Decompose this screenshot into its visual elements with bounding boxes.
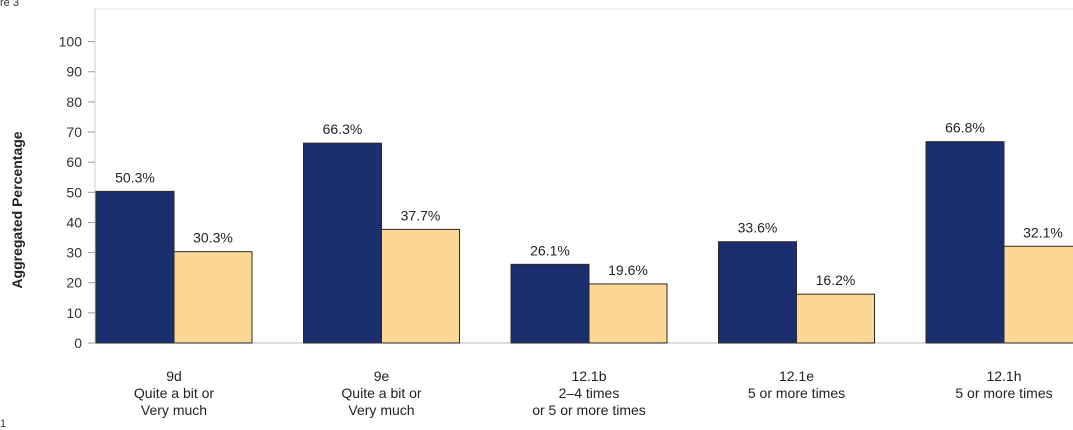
bar-series-2 bbox=[381, 228, 460, 344]
x-category-label: Quite a bit or bbox=[341, 385, 421, 401]
bar-series-1 bbox=[510, 263, 590, 344]
bar-series-2 bbox=[1003, 245, 1073, 344]
bar-series-1 bbox=[303, 142, 382, 344]
y-axis-title: Aggregated Percentage bbox=[9, 131, 25, 288]
data-label: 66.8% bbox=[945, 120, 985, 136]
y-tick-label: 90 bbox=[66, 64, 82, 80]
data-label: 19.6% bbox=[608, 262, 648, 278]
bar-marks bbox=[95, 141, 1073, 344]
data-label: 66.3% bbox=[323, 121, 363, 137]
data-label: 30.3% bbox=[193, 230, 233, 246]
y-tick-label: 10 bbox=[66, 305, 82, 321]
figure-caption: re 3 bbox=[0, 0, 19, 9]
x-category-label: 5 or more times bbox=[955, 385, 1052, 401]
y-tick-label: 40 bbox=[66, 214, 82, 230]
x-category-label: 5 or more times bbox=[748, 385, 845, 401]
x-category-code: 9e bbox=[374, 368, 390, 384]
data-label: 33.6% bbox=[738, 220, 778, 236]
x-category-code: 9d bbox=[166, 368, 182, 384]
data-label: 26.1% bbox=[530, 242, 570, 258]
y-tick-label: 80 bbox=[66, 94, 82, 110]
y-tick-label: 30 bbox=[66, 245, 82, 261]
x-category-label: Quite a bit or bbox=[134, 385, 214, 401]
bar-series-2 bbox=[173, 251, 253, 344]
bar-series-1 bbox=[718, 241, 797, 344]
y-tick-label: 20 bbox=[66, 275, 82, 291]
data-label: 32.1% bbox=[1023, 224, 1063, 240]
x-category-code: 12.1h bbox=[986, 368, 1021, 384]
x-category-code: 12.1e bbox=[779, 368, 814, 384]
data-label: 37.7% bbox=[401, 207, 441, 223]
data-labels: 50.3% 66.3% 26.1% 33.6% 66.8% 30.3% 37.7% 19.6%… bbox=[115, 120, 1063, 289]
x-category-label: 2–4 times bbox=[559, 385, 620, 401]
y-tick-label: 50 bbox=[66, 184, 82, 200]
y-axis-ticks: 0 10 20 30 40 50 60 70 80 90 100 bbox=[59, 34, 95, 351]
x-category-label: or 5 or more times bbox=[532, 402, 646, 418]
x-category-code: 12.1b bbox=[571, 368, 606, 384]
y-tick-label: 0 bbox=[74, 335, 82, 351]
bar-series-2 bbox=[796, 293, 875, 344]
x-category-label: Very much bbox=[141, 402, 207, 418]
y-tick-label: 70 bbox=[66, 124, 82, 140]
data-label: 16.2% bbox=[816, 272, 856, 288]
x-category-label: Very much bbox=[348, 402, 414, 418]
y-tick-label: 100 bbox=[59, 34, 83, 50]
corner-mark: 1 bbox=[0, 418, 7, 430]
bar-series-1 bbox=[925, 141, 1005, 344]
bar-series-1 bbox=[95, 190, 175, 344]
y-tick-label: 60 bbox=[66, 154, 82, 170]
bar-series-2 bbox=[588, 283, 668, 344]
data-label: 50.3% bbox=[115, 169, 155, 185]
